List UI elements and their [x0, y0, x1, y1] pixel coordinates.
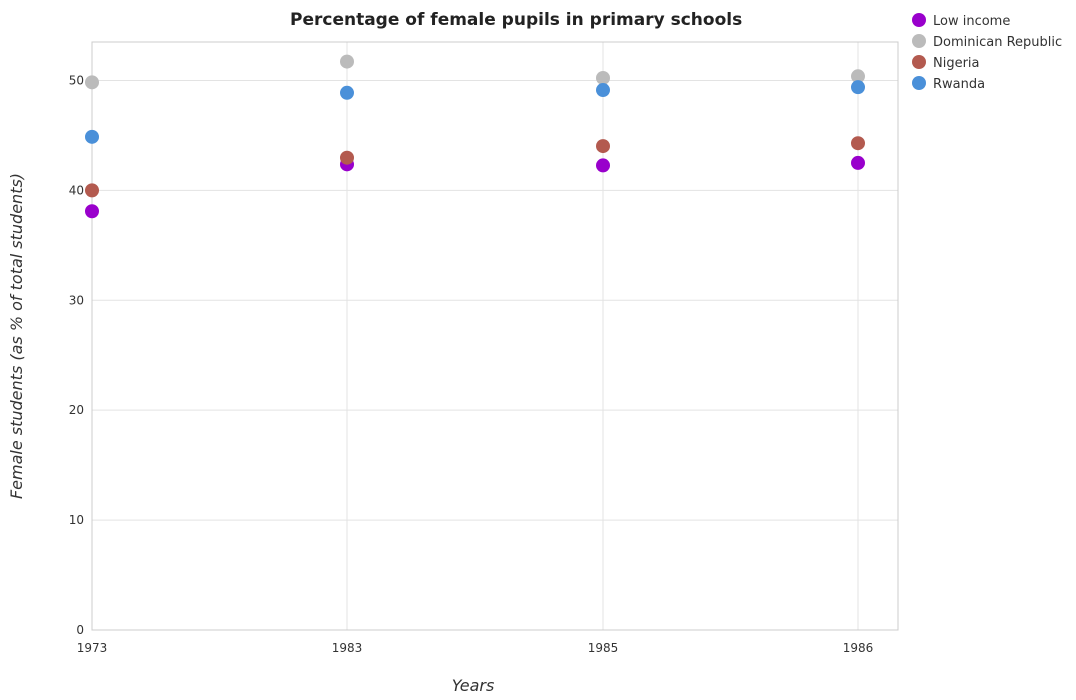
legend-marker — [912, 13, 926, 27]
y-tick-label: 10 — [69, 513, 84, 527]
data-point-dominican-republic — [85, 75, 99, 90]
data-point-rwanda — [596, 83, 610, 98]
grid — [91, 42, 898, 631]
data-point-low-income — [85, 204, 99, 219]
data-points — [85, 54, 865, 219]
data-point-nigeria — [596, 139, 610, 154]
data-point-rwanda — [340, 85, 354, 100]
y-axis-ticks: 0 10 20 30 40 50 — [69, 73, 84, 637]
data-point-rwanda — [851, 80, 865, 95]
data-point-dominican-republic — [596, 70, 610, 85]
data-point-nigeria — [340, 150, 354, 165]
legend-label: Nigeria — [933, 56, 980, 71]
x-axis-label: Years — [452, 676, 495, 695]
data-point-low-income — [596, 158, 610, 173]
x-tick-label: 1983 — [332, 641, 363, 655]
y-axis-label: Female students (as % of total students) — [7, 173, 26, 499]
data-point-rwanda — [85, 129, 99, 144]
y-tick-label: 20 — [69, 403, 84, 417]
data-point-dominican-republic — [851, 69, 865, 84]
data-point-dominican-republic — [340, 54, 354, 69]
y-tick-label: 30 — [69, 293, 84, 307]
data-point-low-income — [851, 155, 865, 170]
plot-frame — [91, 41, 899, 631]
y-tick-label: 40 — [69, 183, 84, 197]
y-tick-label: 50 — [69, 73, 84, 87]
legend-marker — [912, 34, 926, 48]
x-tick-label: 1986 — [843, 641, 874, 655]
x-tick-label: 1973 — [77, 641, 108, 655]
legend-label: Dominican Republic — [933, 35, 1062, 50]
legend-marker — [912, 55, 926, 69]
legend-label: Low income — [933, 14, 1010, 29]
legend-label: Rwanda — [933, 77, 985, 92]
legend-marker — [912, 76, 926, 90]
x-axis-ticks: 1973 1983 1985 1986 — [77, 641, 874, 655]
data-point-nigeria — [851, 136, 865, 151]
chart-title: Percentage of female pupils in primary s… — [290, 10, 742, 30]
legend: Low income Dominican Republic Nigeria Rwand… — [912, 13, 1062, 92]
y-tick-label: 0 — [76, 623, 84, 637]
x-tick-label: 1985 — [588, 641, 619, 655]
data-point-nigeria — [85, 183, 99, 198]
